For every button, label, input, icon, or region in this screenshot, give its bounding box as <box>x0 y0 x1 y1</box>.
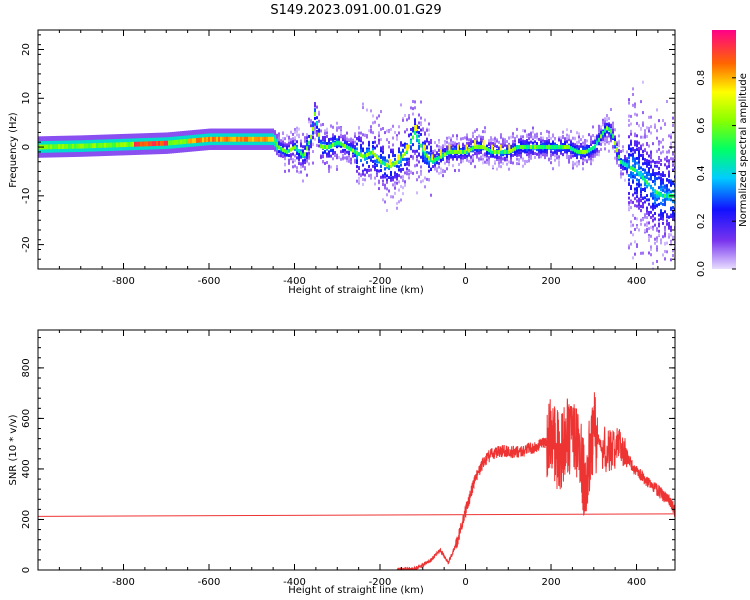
spectrogram-heatmap <box>38 80 675 269</box>
snr-x-tick-label: 400 <box>627 577 646 588</box>
colorbar-ticks: 0.0 0.2 0.4 0.6 0.8 <box>696 70 736 277</box>
colorbar-tick-label: 0.2 <box>696 213 707 229</box>
colorbar-label: Normalized spectral amplitude <box>738 73 749 227</box>
snr-y-tick-label: 0 <box>21 567 32 573</box>
snr-x-tick-label: -400 <box>283 577 306 588</box>
colorbar-tick-label: 0.0 <box>696 261 707 277</box>
spectrogram-x-tick-label: 400 <box>627 276 646 287</box>
snr-x-tick-label: -800 <box>112 577 135 588</box>
spectrogram-frame <box>37 29 676 270</box>
spectrogram-panel: Height of straight line (km) Frequency (… <box>8 29 676 296</box>
snr-x-tick-label: -200 <box>369 577 392 588</box>
snr-x-tick-label: 200 <box>541 577 560 588</box>
colorbar-tick-label: 0.8 <box>696 70 707 86</box>
snr-x-tick-label: 0 <box>462 577 468 588</box>
snr-plot-area <box>38 392 675 570</box>
spectrogram-x-tick-label: -200 <box>369 276 392 287</box>
colorbar: 0.0 0.2 0.4 0.6 0.8 Normalized spectral ampl… <box>696 30 749 277</box>
spectrogram-x-tick-label: -600 <box>198 276 221 287</box>
spectrogram-x-tick-label: -800 <box>112 276 135 287</box>
snr-y-tick-label: 200 <box>21 510 32 529</box>
spectrogram-x-tick-label: -400 <box>283 276 306 287</box>
colorbar-tick-label: 0.4 <box>696 165 707 181</box>
spectrogram-x-tick-label: 0 <box>462 276 468 287</box>
colorbar-tick-label: 0.6 <box>696 118 707 134</box>
spectrogram-y-tick-label: -20 <box>21 236 32 252</box>
snr-series-signal-line <box>396 392 675 570</box>
spectrogram-x-axis-label: Height of straight line (km) <box>288 285 424 296</box>
snr-series-baseline-line <box>38 513 675 517</box>
snr-x-axis-label: Height of straight line (km) <box>288 585 424 596</box>
spectrogram-x-tick-label: 200 <box>541 276 560 287</box>
snr-y-tick-label: 600 <box>21 409 32 428</box>
colorbar-gradient <box>712 30 736 269</box>
figure-title: S149.2023.091.00.01.G29 <box>270 3 441 18</box>
spectrogram-y-tick-label: 20 <box>21 43 32 56</box>
snr-y-axis-label: SNR (10 * v/v) <box>8 414 19 485</box>
spectrogram-y-tick-label: 0 <box>21 144 32 150</box>
snr-y-tick-label: 400 <box>21 459 32 478</box>
spectrogram-y-tick-label: 10 <box>21 92 32 105</box>
spectrogram-y-tick-label: -10 <box>21 188 32 204</box>
spectrogram-y-axis-label: Frequency (Hz) <box>8 112 19 188</box>
snr-x-tick-label: -600 <box>198 577 221 588</box>
snr-frame <box>37 329 676 571</box>
snr-panel: Height of straight line (km) SNR (10 * v… <box>8 329 676 596</box>
snr-y-tick-label: 800 <box>21 358 32 377</box>
